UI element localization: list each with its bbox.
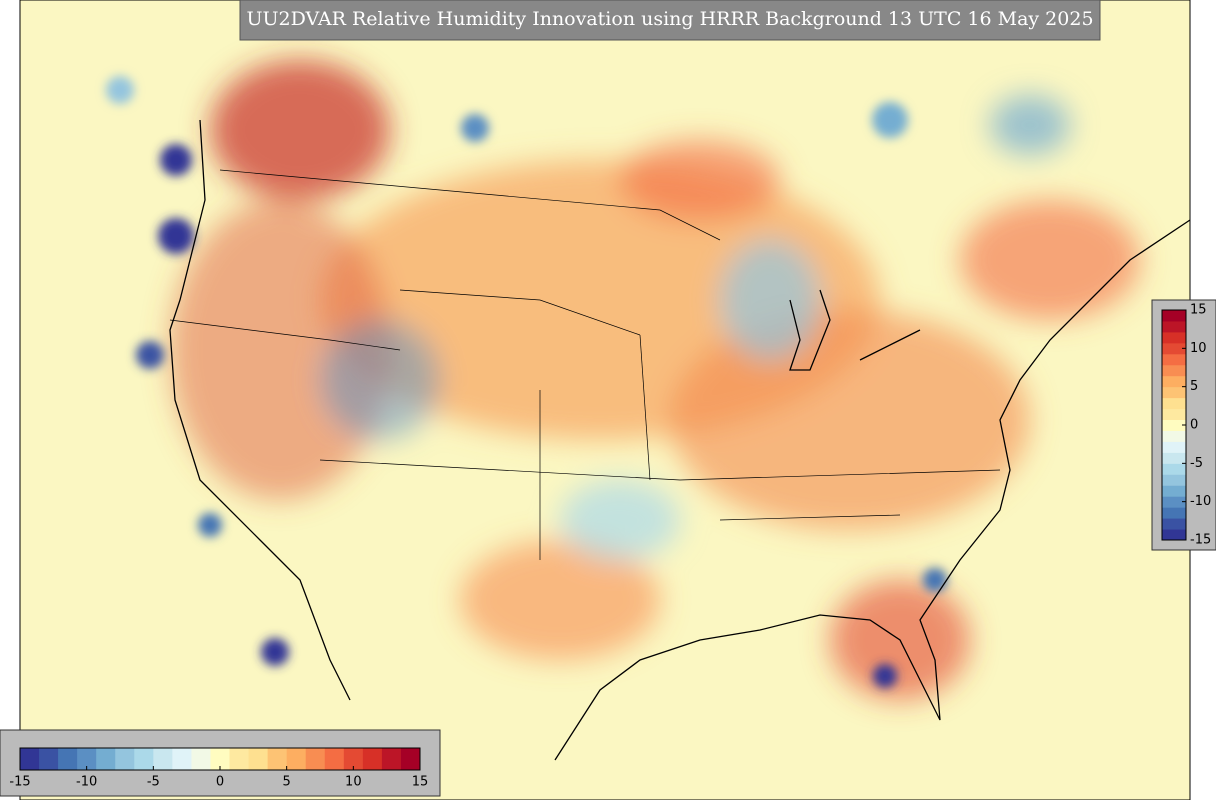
colorbar-tick-label: 5 [1190, 379, 1198, 394]
colorbar-segment [305, 748, 326, 770]
colorbar-tick-label: 10 [1190, 341, 1207, 356]
colorbar-segment [96, 748, 116, 770]
colorbar-segment [1162, 452, 1186, 464]
colorbar-segment [1162, 441, 1186, 453]
colorbar-segment [134, 748, 154, 770]
colorbar-segment [324, 748, 345, 770]
colorbar-segment [1162, 518, 1186, 530]
colorbar-segment [1162, 386, 1186, 399]
colorbar-segment [39, 748, 59, 770]
colorbar-segment [286, 748, 307, 770]
offshore-anomalies [106, 76, 947, 688]
colorbar-segment [248, 748, 269, 770]
colorbar-segment [77, 748, 97, 770]
map-title: UU2DVAR Relative Humidity Innovation usi… [246, 8, 1093, 30]
colorbar-segment [1162, 364, 1186, 377]
colorbar-segment [267, 748, 288, 770]
colorbar-tick-label: 5 [283, 775, 291, 790]
colorbar-segment [1162, 310, 1186, 322]
borders [169, 169, 1001, 560]
colorbar-tick-label: 15 [412, 775, 429, 790]
colorbar-segment [1162, 331, 1186, 344]
colorbar-segment [1162, 529, 1186, 541]
colorbar-tick-label: -15 [1190, 533, 1211, 548]
colorbar-segment [343, 748, 364, 770]
colorbar-segment [1162, 375, 1186, 388]
colorbar-segment [153, 748, 173, 770]
colorbar-segment [1162, 419, 1186, 431]
colorbar-segment [172, 748, 192, 770]
colorbar-segment [210, 748, 231, 770]
colorbar-tick-label: 10 [345, 775, 362, 790]
colorbar-segment [229, 748, 250, 770]
colorbar-tick-label: 15 [1190, 303, 1207, 318]
colorbar-segment [1162, 507, 1186, 519]
colorbar-segment [191, 748, 211, 770]
colorbar-segment [1162, 474, 1186, 486]
colorbar-tick-label: -10 [76, 775, 97, 790]
colorbar-segment [1162, 496, 1186, 508]
colorbar-segment [58, 748, 78, 770]
colorbar-segment [1162, 342, 1186, 355]
colorbar-segment [1162, 320, 1186, 333]
colorbar-tick-label: -5 [1190, 456, 1203, 471]
colorbar-tick-label: -10 [1190, 494, 1211, 509]
colorbar-tick-label: 0 [216, 775, 224, 790]
colorbar-segment [400, 748, 421, 770]
colorbar-segment [1162, 463, 1186, 475]
colorbar-tick-label: -15 [9, 775, 30, 790]
colorbar-segment [362, 748, 383, 770]
colorbar-segment [115, 748, 135, 770]
colorbar-segment [1162, 353, 1186, 366]
colorbar-tick-label: -5 [147, 775, 160, 790]
colorbar-segment [1162, 485, 1186, 497]
colorbar-segment [1162, 397, 1186, 410]
colorbar-segment [381, 748, 402, 770]
colorbar-segment [1162, 430, 1186, 442]
colorbar-segment [1162, 408, 1186, 421]
colorbar-tick-label: 0 [1190, 418, 1198, 433]
title-box [239, 0, 1101, 41]
coastlines [169, 119, 1191, 761]
innovation-field [170, 60, 1140, 700]
colorbar-segment [20, 748, 40, 770]
